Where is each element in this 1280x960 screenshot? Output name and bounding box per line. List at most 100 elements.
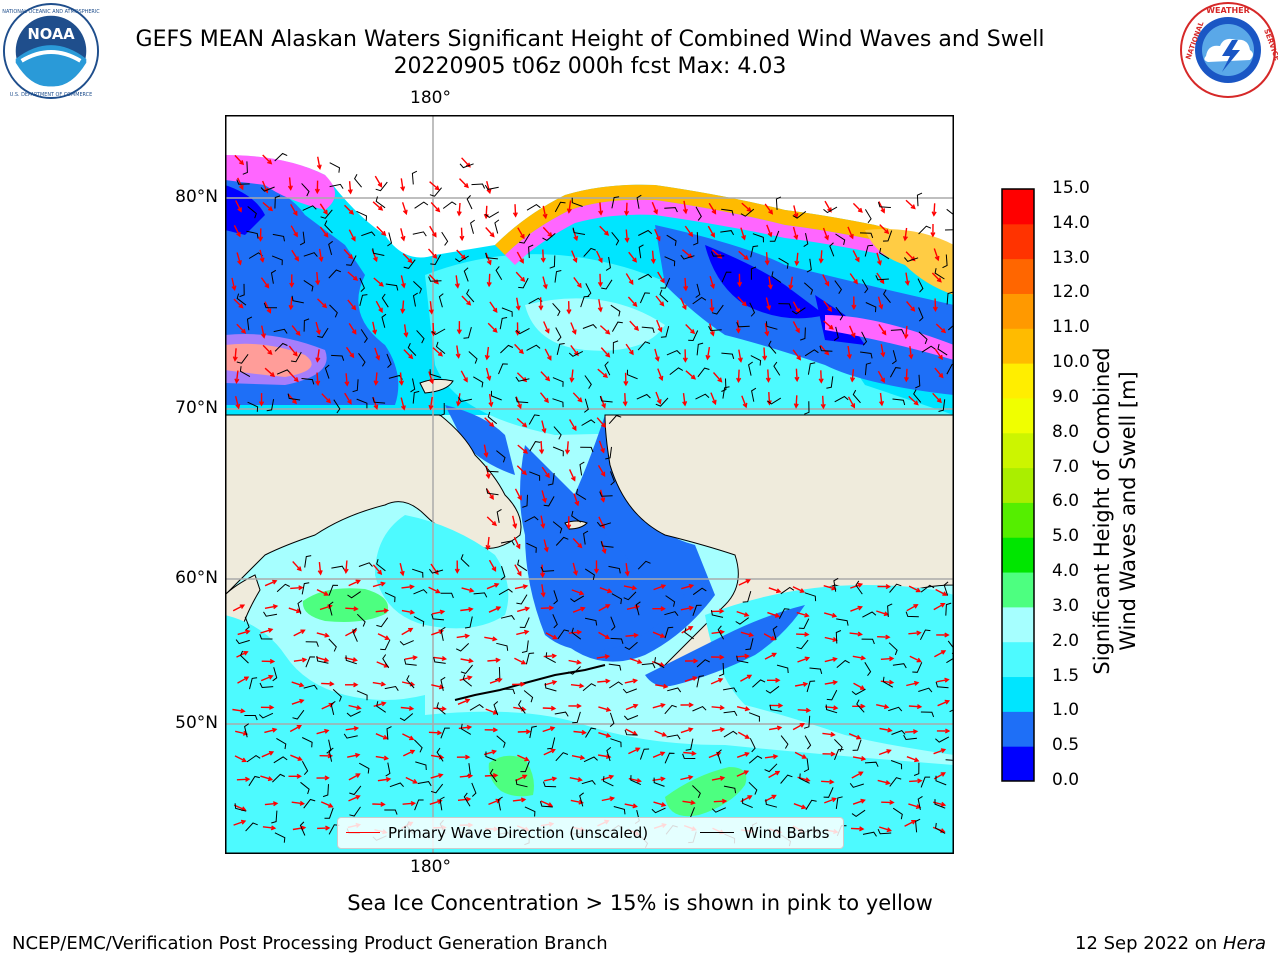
wave-direction-arrowhead [270,825,277,831]
wind-barb [946,208,954,221]
wave-direction-arrow [568,631,581,634]
wave-direction-arrow [540,440,543,454]
wave-direction-arrow [488,606,501,613]
wave-direction-arrow [934,348,943,360]
wave-direction-arrowhead [241,757,248,763]
wave-direction-arrowhead [435,588,441,594]
wave-direction-arrow [624,679,637,684]
wave-direction-arrowhead [938,373,944,379]
wind-barb [571,510,582,523]
wave-direction-arrowhead [576,629,583,635]
wave-direction-arrowhead [272,727,278,733]
wave-direction-arrow [764,794,776,802]
colorbar-segment [1002,537,1034,573]
wave-direction-arrowhead [577,283,582,289]
wave-direction-arrow [544,348,552,360]
wave-direction-arrowhead [492,307,498,313]
wave-direction-arrowhead [295,330,301,337]
wave-direction-arrow [461,295,471,306]
wave-direction-arrow [935,588,947,596]
wave-direction-arrowhead [601,548,607,555]
wave-direction-arrowhead [743,255,749,261]
wave-direction-arrowhead [605,604,611,609]
wave-direction-arrowhead [437,799,443,805]
wind-barb [552,521,563,534]
wind-barb [833,326,839,341]
wind-barb [890,329,905,335]
wave-direction-arrow [796,633,809,636]
wave-direction-arrowhead [486,188,492,195]
wind-barb [414,799,424,811]
wind-barb [428,276,442,282]
wave-direction-arrow [598,516,605,528]
lat-label-60: 60°N [175,568,218,588]
wind-barb [380,639,391,651]
wind-barb [600,541,614,548]
wind-barb [864,662,872,677]
wind-barb [301,760,309,776]
wave-direction-arrow [459,775,472,778]
wind-barb [496,735,506,748]
wave-direction-arrow [570,322,577,334]
wind-barb [552,398,564,408]
wind-barb [242,161,248,175]
wave-direction-arrow [291,801,304,805]
wind-barb [635,601,641,616]
wave-direction-arrow [237,177,244,190]
wave-direction-arrow [345,346,354,358]
wind-barb [583,398,589,413]
lat-label-50: 50°N [175,713,218,733]
wave-direction-arrowhead [522,774,528,780]
wind-barb [543,781,557,788]
wave-direction-arrow [543,749,555,756]
wind-barb [412,568,424,578]
wind-barb [517,559,528,572]
wave-direction-arrow [795,252,799,265]
wind-barb [554,711,569,717]
wave-direction-arrow [262,201,273,211]
wave-direction-arrowhead [352,629,358,634]
wave-direction-arrow [824,797,836,804]
wave-direction-arrow [712,372,722,382]
wave-direction-arrowhead [744,734,751,739]
wave-direction-arrow [904,820,916,827]
wave-direction-arrowhead [492,727,499,733]
wave-direction-arrowhead [607,588,613,594]
wave-direction-arrow [568,659,581,664]
wave-direction-arrow [517,227,525,239]
wind-barb [244,715,258,721]
wave-direction-arrowhead [902,235,908,242]
wave-direction-arrowhead [936,398,942,404]
wave-direction-arrowhead [917,778,923,784]
wave-direction-arrowhead [856,734,862,740]
wave-direction-arrowhead [717,253,723,259]
wind-barb [666,734,681,740]
wind-barb [276,737,287,750]
wave-direction-arrow [823,300,832,312]
wind-barb [769,230,780,242]
wave-direction-arrow [877,296,883,309]
wave-direction-arrow [656,319,662,332]
wave-direction-arrowhead [267,776,274,782]
wind-barb [864,761,879,767]
wave-direction-arrowhead [824,235,829,241]
wind-barb [239,283,245,298]
wave-direction-arrow [264,728,277,734]
wave-direction-arrowhead [241,328,247,334]
wave-direction-arrowhead [658,375,664,382]
svg-text:NOAA: NOAA [27,26,75,43]
wave-direction-arrow [876,272,885,284]
wave-direction-arrow [489,301,498,313]
wind-barb [711,304,724,315]
wind-barb [412,231,427,237]
wave-direction-arrowhead [540,523,546,529]
wave-direction-arrow [625,343,634,355]
wave-direction-arrow [234,755,247,762]
wave-direction-arrow [427,248,437,259]
wave-direction-arrowhead [385,776,392,782]
wave-direction-arrowhead [409,735,415,741]
wind-barb [638,229,653,236]
wave-direction-arrowhead [377,182,383,188]
wind-barb [920,711,935,718]
wind-barb [920,584,935,593]
